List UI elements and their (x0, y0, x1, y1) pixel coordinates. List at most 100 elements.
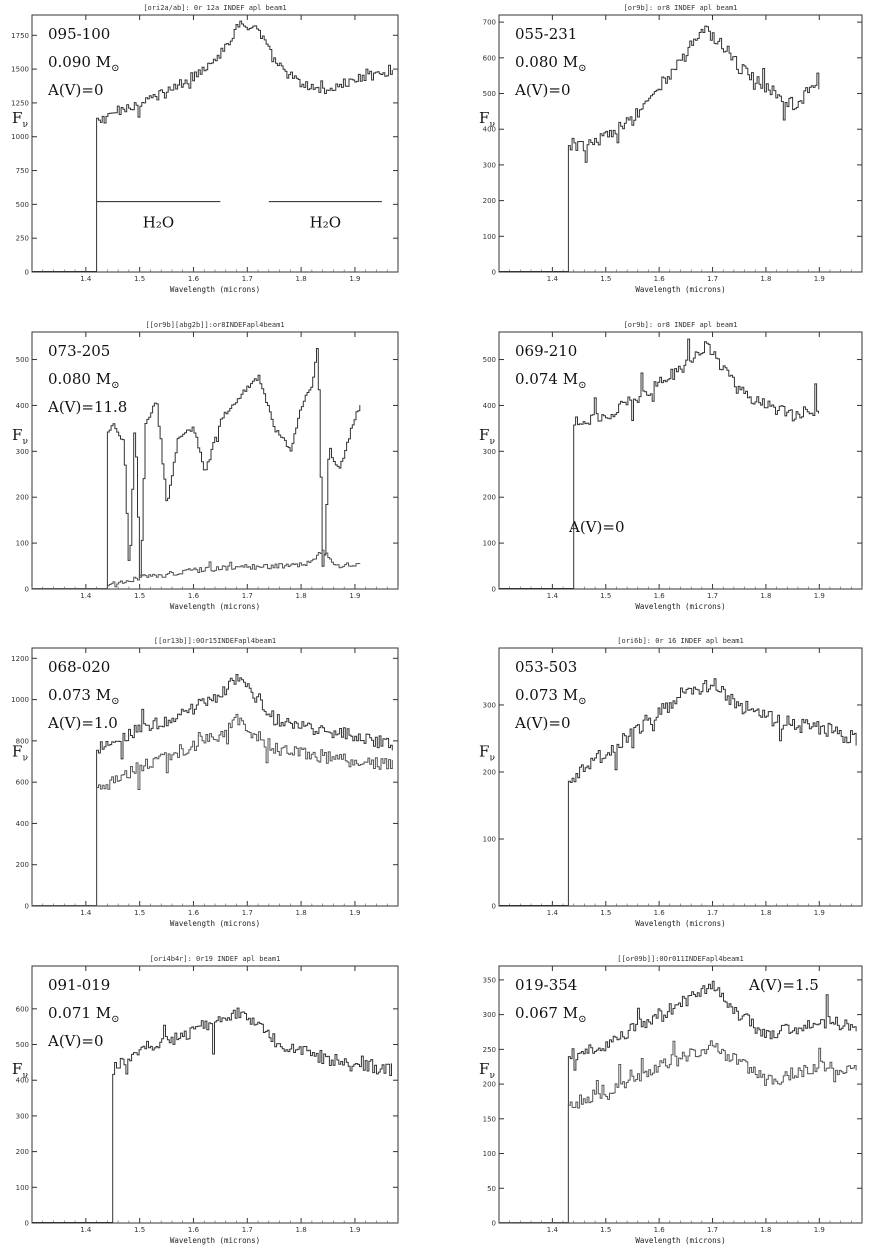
extinction-label: A(V)=11.8 (47, 398, 127, 416)
y-tick-label: 750 (16, 167, 29, 175)
x-tick-label: 1.6 (188, 1226, 200, 1234)
y-tick-label: 300 (483, 1011, 496, 1019)
y-axis-symbol: F (479, 1060, 489, 1078)
x-tick-label: 1.7 (707, 909, 718, 917)
y-tick-label: 100 (16, 540, 29, 548)
x-tick-label: 1.9 (814, 275, 825, 283)
x-tick-label: 1.5 (134, 592, 145, 600)
y-axis-label: Fν (12, 426, 28, 447)
y-tick-label: 300 (483, 448, 496, 456)
y-tick-label: 200 (16, 1148, 29, 1156)
mass-value: 0.073 (48, 686, 91, 704)
mass-label: 0.074 M⊙ (515, 370, 586, 391)
x-tick-label: 1.7 (242, 275, 253, 283)
x-tick-label: 1.8 (760, 1226, 771, 1234)
solar-symbol: ⊙ (578, 380, 586, 391)
spectrum-line (499, 980, 857, 1223)
x-tick-label: 1.7 (242, 909, 253, 917)
spectrum-panel: [[or13b]]:0Or15INDEFapl4beam1 1.4 1.5 1.6 1.… (11, 637, 399, 928)
h2o-band-label: H₂O (310, 214, 341, 232)
x-axis-label: Wavelength (microns) (635, 285, 725, 294)
object-id-label: 095-100 (48, 25, 110, 43)
spectrum-line (32, 549, 361, 589)
spectrum-line (499, 25, 820, 272)
y-tick-label: 500 (483, 90, 496, 98)
y-tick-label: 150 (483, 1115, 496, 1123)
spectrum-panel: [or9b]: or8 INDEF apl beam1 1.4 1.5 1.6 1.7 1… (479, 321, 863, 611)
extinction-label: A(V)=0 (47, 81, 103, 99)
x-tick-label: 1.4 (547, 909, 559, 917)
y-tick-label: 100 (483, 540, 496, 548)
y-axis-subscript: ν (489, 1071, 494, 1081)
y-axis-label: Fν (12, 109, 28, 130)
mass-value: 0.090 (48, 53, 91, 71)
x-tick-label: 1.6 (654, 909, 666, 917)
x-axis-label: Wavelength (microns) (635, 919, 725, 928)
object-id-label: 055-231 (515, 25, 577, 43)
x-tick-label: 1.5 (600, 592, 611, 600)
mass-unit: M (96, 53, 111, 71)
y-tick-label: 0 (25, 586, 29, 594)
x-tick-label: 1.4 (80, 275, 92, 283)
y-tick-label: 400 (16, 402, 29, 410)
mass-unit: M (563, 53, 578, 71)
y-tick-label: 400 (16, 1077, 29, 1085)
mass-unit: M (563, 1004, 578, 1022)
mass-unit: M (96, 686, 111, 704)
y-axis-subscript: ν (489, 753, 494, 763)
y-tick-label: 250 (16, 235, 29, 243)
y-tick-label: 300 (16, 448, 29, 456)
spectrum-panel: [ori4b4r]: 0r19 INDEF apl beam1 1.4 1.5 1.6… (12, 955, 399, 1245)
y-tick-label: 1500 (11, 66, 29, 74)
y-axis-subscript: ν (489, 120, 494, 130)
extinction-label: A(V)=1.0 (47, 714, 118, 732)
y-axis-label: Fν (12, 1060, 28, 1081)
panel-title: [ori6b]: 0r 16 INDEF apl beam1 (617, 637, 743, 645)
x-tick-label: 1.8 (760, 909, 771, 917)
x-tick-label: 1.9 (349, 909, 360, 917)
y-tick-label: 1000 (11, 133, 29, 141)
x-axis-label: Wavelength (microns) (170, 919, 260, 928)
extinction-label: A(V)=1.5 (748, 976, 819, 994)
y-tick-label: 350 (483, 976, 496, 984)
spectrum-panel: [[or9b][abg2b]]:or8INDEFapl4beam1 1.4 1.5 1… (12, 321, 399, 611)
x-tick-label: 1.7 (707, 1226, 718, 1234)
y-tick-label: 300 (483, 161, 496, 169)
x-tick-label: 1.7 (242, 592, 253, 600)
y-tick-label: 300 (16, 1112, 29, 1120)
y-axis-subscript: ν (22, 437, 27, 447)
y-axis-label: Fν (12, 742, 28, 763)
x-tick-label: 1.6 (654, 592, 666, 600)
y-tick-label: 400 (483, 402, 496, 410)
solar-symbol: ⊙ (111, 63, 119, 74)
y-axis-label: Fν (479, 1060, 495, 1081)
x-tick-label: 1.5 (134, 1226, 145, 1234)
spectrum-line (499, 678, 857, 906)
y-tick-label: 500 (16, 201, 29, 209)
x-tick-label: 1.8 (760, 275, 771, 283)
x-tick-label: 1.8 (296, 909, 307, 917)
y-tick-label: 0 (25, 269, 29, 277)
x-axis-label: Wavelength (microns) (635, 1236, 725, 1245)
x-tick-label: 1.4 (547, 592, 559, 600)
x-tick-label: 1.8 (296, 275, 307, 283)
y-tick-label: 600 (16, 1005, 29, 1013)
mass-label: 0.067 M⊙ (515, 1004, 586, 1025)
y-tick-label: 500 (16, 356, 29, 364)
x-tick-label: 1.4 (547, 275, 559, 283)
y-tick-label: 100 (483, 835, 496, 843)
mass-label: 0.090 M⊙ (48, 53, 119, 74)
y-tick-label: 0 (492, 269, 496, 277)
y-tick-label: 400 (483, 126, 496, 134)
x-tick-label: 1.4 (80, 1226, 92, 1234)
y-tick-label: 0 (492, 1220, 496, 1228)
y-axis-symbol: F (12, 109, 22, 127)
spectrum-line (32, 674, 393, 906)
x-tick-label: 1.8 (296, 1226, 307, 1234)
y-tick-label: 200 (483, 768, 496, 776)
x-tick-label: 1.4 (80, 592, 92, 600)
x-tick-label: 1.5 (600, 909, 611, 917)
object-id-label: 068-020 (48, 658, 110, 676)
y-axis-symbol: F (12, 426, 22, 444)
